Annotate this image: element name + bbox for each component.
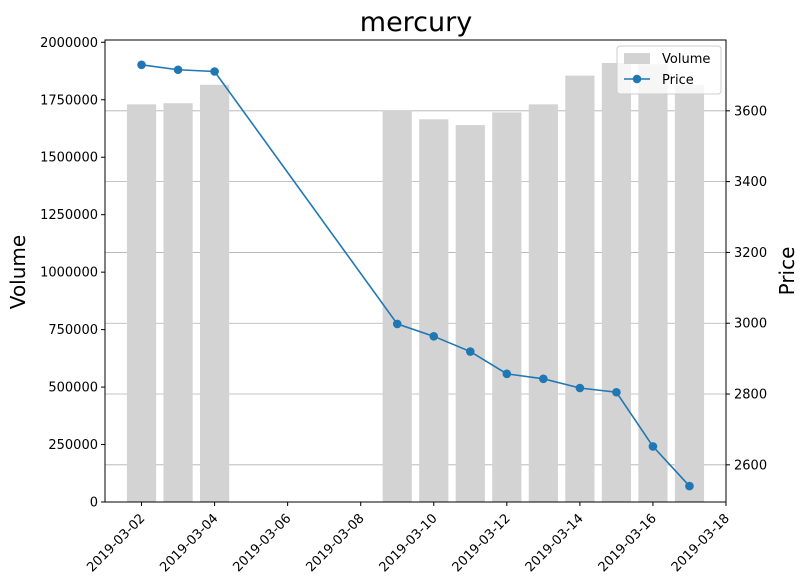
y-left-tick-label: 750000 (48, 323, 98, 338)
legend-swatch-volume (624, 53, 650, 64)
price-point (210, 67, 219, 76)
y-left-tick-label: 1250000 (40, 208, 98, 223)
y-left-tick-label: 2000000 (40, 36, 98, 51)
price-point (173, 65, 183, 75)
legend-label-volume: Volume (662, 52, 710, 67)
y-right-tick-label: 3600 (734, 104, 767, 119)
y-left-tick-label: 0 (90, 496, 98, 511)
price-point (465, 347, 475, 356)
price-point (539, 374, 548, 384)
legend-swatch-price-marker (632, 74, 642, 84)
plot-frame (104, 39, 727, 503)
price-point (575, 383, 585, 393)
y-right-tick-label: 2600 (734, 458, 767, 473)
volume-bar (565, 75, 595, 503)
chart-title: mercury (360, 7, 472, 38)
y-axis-right: 2600 2800 3000 3200 3400 3600 (726, 104, 767, 473)
volume-bar (455, 125, 485, 503)
volume-bar (638, 64, 668, 502)
volume-bar (126, 104, 157, 502)
volume-bar (492, 112, 522, 502)
volume-bar (163, 103, 193, 502)
price-point (648, 442, 658, 451)
price-line-path (141, 63, 691, 487)
volume-bar (382, 110, 412, 502)
y-left-tick-label: 1000000 (40, 266, 98, 281)
y-right-tick-label: 3000 (734, 317, 767, 332)
price-line (137, 60, 694, 491)
x-tick-label: 2019-03-14 (523, 511, 587, 575)
x-tick-label: 2019-03-18 (669, 511, 733, 575)
x-tick-label: 2019-03-16 (596, 511, 660, 575)
y-left-tick-label: 500000 (48, 381, 98, 396)
price-point (392, 319, 402, 329)
price-point (612, 387, 621, 397)
x-tick-label: 2019-03-10 (377, 511, 441, 575)
y-axis-left: 0 250000 500000 750000 1000000 1250000 1500000… (40, 36, 105, 511)
x-tick-label: 2019-03-08 (303, 511, 367, 575)
volume-bar (601, 62, 632, 502)
y-axis-right-title: Price (775, 247, 799, 296)
y-right-tick-label: 3400 (734, 175, 767, 190)
x-axis: 2019-03-02 2019-03-04 2019-03-06 2019-03-08… (84, 502, 733, 575)
y-left-tick-label: 1750000 (40, 93, 98, 108)
legend-label-price: Price (662, 73, 694, 88)
volume-bar (199, 84, 230, 502)
price-point (685, 481, 694, 491)
y-axis-left-title: Volume (6, 235, 30, 309)
price-point (429, 332, 439, 341)
price-point (137, 60, 146, 70)
legend: Volume Price (616, 45, 722, 95)
volume-bars (126, 62, 705, 503)
grid-lines (105, 110, 726, 466)
y-left-tick-label: 250000 (48, 438, 98, 453)
y-right-tick-label: 3200 (734, 246, 767, 261)
volume-bar (419, 119, 449, 502)
volume-bar (528, 104, 558, 502)
x-tick-label: 2019-03-12 (450, 511, 514, 575)
y-right-tick-label: 2800 (734, 388, 767, 403)
x-tick-label: 2019-03-06 (230, 511, 294, 575)
x-tick-label: 2019-03-04 (157, 511, 221, 575)
price-point (502, 369, 512, 379)
x-tick-label: 2019-03-02 (84, 511, 148, 575)
y-left-tick-label: 1500000 (40, 151, 98, 166)
volume-bar (674, 84, 705, 502)
